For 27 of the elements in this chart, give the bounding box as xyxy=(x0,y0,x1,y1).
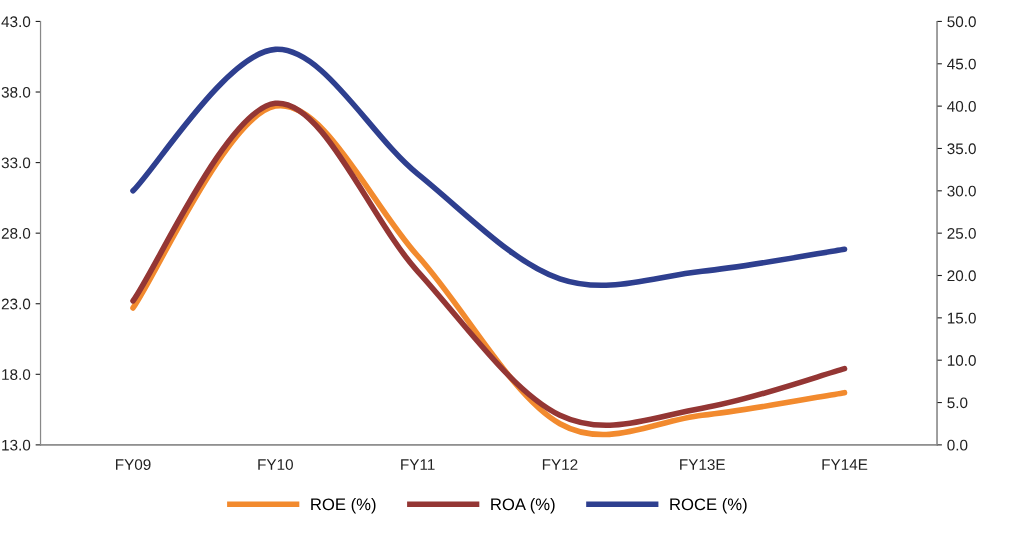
y2-tick-label: 40.0 xyxy=(947,101,976,112)
y2-tick-label: 25.0 xyxy=(947,228,976,239)
x-tick-label: FY09 xyxy=(116,459,151,470)
y-tick-label: 38.0 xyxy=(1,86,31,98)
y-tick-label: 28.0 xyxy=(1,228,31,239)
x-tick-label: FY11 xyxy=(401,459,435,470)
legend-label: ROA (%) xyxy=(491,497,555,514)
y-tick-label: 43.0 xyxy=(1,16,31,28)
x-tick-label: FY12 xyxy=(542,459,578,470)
y2-tick-label: 10.0 xyxy=(947,355,976,366)
y2-tick-label: 35.0 xyxy=(947,143,976,155)
x-tick-label: FY13E xyxy=(680,459,725,470)
y2-tick-label: 0.0 xyxy=(947,439,968,451)
y-tick-label: 13.0 xyxy=(2,439,31,451)
legend-label: ROCE (%) xyxy=(670,497,747,514)
y2-tick-label: 20.0 xyxy=(947,270,976,282)
y-tick-label: 18.0 xyxy=(2,369,31,380)
y2-tick-label: 15.0 xyxy=(947,312,976,324)
x-tick-label: FY14E xyxy=(822,459,868,470)
y2-tick-label: 5.0 xyxy=(947,397,968,409)
x-tick-label: FY10 xyxy=(258,459,293,470)
y-tick-label: 23.0 xyxy=(1,298,31,310)
y-tick-label: 33.0 xyxy=(1,157,31,169)
y2-tick-label: 30.0 xyxy=(947,185,976,197)
y2-tick-label: 45.0 xyxy=(947,58,976,70)
legend-label: ROE (%) xyxy=(311,497,376,514)
y2-tick-label: 50.0 xyxy=(947,16,976,28)
